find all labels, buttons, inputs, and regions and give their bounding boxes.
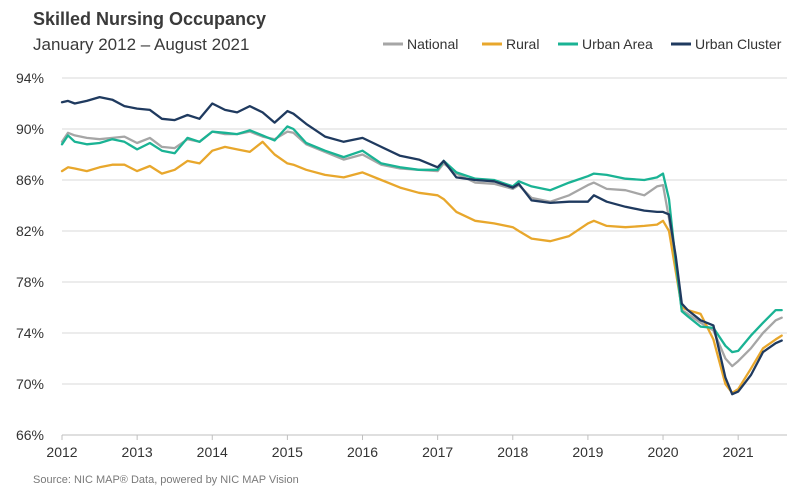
y-tick-label: 90% [16, 121, 44, 137]
legend-item-rural: Rural [482, 36, 539, 52]
y-tick-label: 70% [16, 376, 44, 392]
series-lines [60, 95, 783, 396]
x-tick-label: 2021 [723, 444, 754, 460]
y-tick-label: 78% [16, 274, 44, 290]
x-tick-label: 2016 [347, 444, 378, 460]
x-tick-label: 2017 [422, 444, 453, 460]
y-axis-ticks: 66% 70% 74% 78% 82% 86% 90% 94% [16, 70, 44, 443]
x-axis-ticks: 2012 2013 2014 2015 2016 2017 2018 2019 2020 2021 [46, 435, 754, 460]
legend-label: Urban Area [582, 36, 653, 52]
grid-lines [62, 77, 787, 436]
x-tick-label: 2015 [272, 444, 303, 460]
chart-subtitle: January 2012 – August 2021 [33, 35, 249, 54]
x-tick-label: 2019 [572, 444, 603, 460]
chart-title: Skilled Nursing Occupancy [33, 9, 266, 29]
series-line-urban-cluster [60, 95, 783, 396]
legend-item-urban-area: Urban Area [558, 36, 653, 52]
y-tick-label: 66% [16, 427, 44, 443]
x-tick-label: 2014 [197, 444, 228, 460]
legend-item-urban-cluster: Urban Cluster [671, 36, 782, 52]
source-note: Source: NIC MAP® Data, powered by NIC MA… [33, 474, 299, 486]
series-line-rural [60, 140, 783, 395]
y-tick-label: 86% [16, 172, 44, 188]
x-tick-label: 2013 [122, 444, 153, 460]
legend-label: Rural [506, 36, 539, 52]
legend-label: Urban Cluster [695, 36, 782, 52]
legend: National Rural Urban Area Urban Cluster [383, 36, 782, 52]
x-tick-label: 2020 [647, 444, 678, 460]
legend-label: National [407, 36, 458, 52]
y-tick-label: 74% [16, 325, 44, 341]
x-tick-label: 2012 [46, 444, 77, 460]
x-tick-label: 2018 [497, 444, 528, 460]
y-tick-label: 82% [16, 223, 44, 239]
y-tick-label: 94% [16, 70, 44, 86]
legend-item-national: National [383, 36, 458, 52]
